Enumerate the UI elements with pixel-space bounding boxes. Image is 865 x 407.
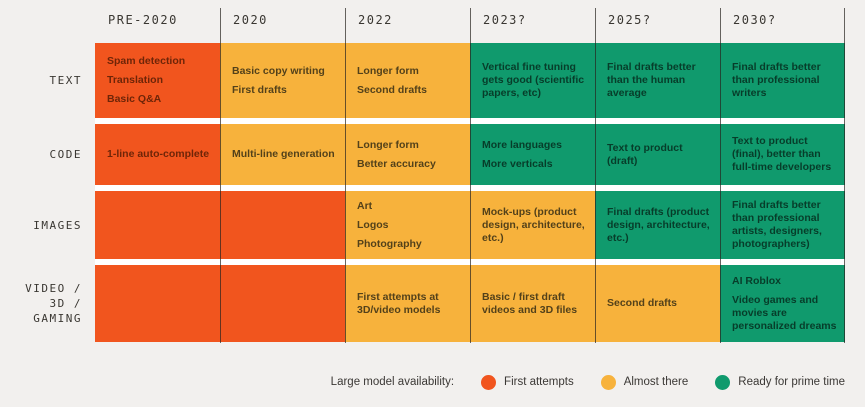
table-cell: Basic / first draft videos and 3D files	[470, 265, 595, 342]
column-gridline	[470, 8, 471, 343]
legend-item-label: Almost there	[623, 376, 689, 388]
legend-item: Almost there	[600, 374, 689, 390]
cell-text: Photography	[357, 237, 422, 250]
cell-text: Text to product (final), better than ful…	[732, 135, 832, 173]
column-gridline	[220, 8, 221, 343]
column-header: 2030?	[733, 13, 777, 27]
table-cell: Art Logos Photography	[345, 191, 470, 259]
table-row: First attempts at 3D/video models Basic /…	[95, 265, 845, 342]
cell-text: More languages	[482, 138, 562, 151]
cell-text: Basic Q&A	[107, 93, 162, 105]
table-cell: Longer form Second drafts	[345, 43, 470, 118]
table-cell: Final drafts better than professional ar…	[720, 191, 845, 259]
table-cell: Text to product (draft)	[595, 124, 720, 185]
row-labels: TEXT CODE IMAGES VIDEO / 3D / GAMING	[0, 43, 95, 342]
table-cell	[95, 191, 220, 259]
cell-text: Multi-line generation	[232, 148, 335, 160]
table-cell: AI Roblox Video games and movies are pers…	[720, 265, 845, 342]
cell-text: More verticals	[482, 157, 553, 170]
row-label-line: GAMING	[33, 312, 82, 325]
row-label-line: CODE	[49, 148, 82, 161]
row-label: IMAGES	[0, 191, 95, 259]
cell-text: Vertical fine tuning gets good (scientif…	[482, 61, 585, 99]
cell-text: Final drafts better than the human avera…	[607, 61, 696, 99]
table-cell: Multi-line generation	[220, 124, 345, 185]
column-header: 2025?	[608, 13, 652, 27]
cell-text: Final drafts better than professional wr…	[732, 61, 821, 99]
row-label-line: IMAGES	[33, 218, 82, 232]
cell-text: First attempts at 3D/video models	[357, 290, 441, 316]
table-cell: 1-line auto-complete	[95, 124, 220, 185]
legend-item: First attempts	[481, 374, 574, 390]
row-label: TEXT	[0, 43, 95, 118]
table-cell	[220, 191, 345, 259]
column-gridline	[345, 8, 346, 343]
cell-text: Mock-ups (product design, architecture, …	[482, 205, 585, 244]
cell-text: First drafts	[232, 83, 287, 96]
table-cell: Text to product (final), better than ful…	[720, 124, 845, 185]
cell-text: Text to product (draft)	[607, 141, 683, 167]
cell-text: Better accuracy	[357, 157, 436, 170]
cell-text: Second drafts	[357, 83, 428, 96]
cell-text: Video games and movies are personalized …	[732, 293, 837, 332]
table-cell: Final drafts (product design, architectu…	[595, 191, 720, 259]
table-cell: Vertical fine tuning gets good (scientif…	[470, 43, 595, 118]
row-label-line: VIDEO /	[25, 282, 82, 295]
table-row: Spam detection Translation Basic Q&A Basic …	[95, 43, 845, 118]
row-label: CODE	[0, 124, 95, 185]
table-cell: More languages More verticals	[470, 124, 595, 185]
ready-for-prime-time-dot-icon	[715, 374, 731, 390]
table-cell	[95, 265, 220, 342]
table-cell: First attempts at 3D/video models	[345, 265, 470, 342]
cell-text: Spam detection	[107, 55, 186, 67]
cell-text: AI Roblox	[732, 274, 781, 287]
column-header: 2022	[358, 13, 393, 27]
table-cell: Final drafts better than the human avera…	[595, 43, 720, 118]
cell-text: Longer form	[357, 64, 419, 77]
table-row: 1-line auto-complete Multi-line generatio…	[95, 124, 845, 185]
legend: Large model availability: First attempts…	[331, 369, 845, 395]
cell-text: Final drafts better than professional ar…	[732, 199, 822, 250]
column-gridline	[720, 8, 721, 343]
cell-text: 1-line auto-complete	[107, 148, 210, 160]
cell-text: Longer form	[357, 138, 419, 151]
legend-label: Large model availability:	[330, 376, 455, 388]
table-cell	[220, 265, 345, 342]
row-label-line: TEXT	[49, 74, 82, 87]
column-headers: PRE-2020 2020 2022 2023? 2025? 2030?	[95, 0, 845, 43]
cell-text: Basic copy writing	[232, 64, 325, 77]
table-cell: Longer form Better accuracy	[345, 124, 470, 185]
cell-text: Logos	[357, 218, 389, 231]
cell-text: Final drafts (product design, architectu…	[607, 205, 710, 244]
table-row: Art Logos Photography Mock-ups (product des…	[95, 191, 845, 259]
cell-text: Second drafts	[607, 297, 678, 309]
table-cell: Mock-ups (product design, architecture, …	[470, 191, 595, 259]
column-gridline	[844, 8, 845, 343]
table-cell: Second drafts	[595, 265, 720, 342]
table-cell: Final drafts better than professional wr…	[720, 43, 845, 118]
row-label-line: 3D /	[49, 297, 82, 310]
table-cell: Spam detection Translation Basic Q&A	[95, 43, 220, 118]
row-label: VIDEO / 3D / GAMING	[0, 265, 95, 342]
cell-text: Basic / first draft videos and 3D files	[482, 290, 578, 316]
cell-text: Art	[357, 199, 373, 212]
legend-item: Ready for prime time	[715, 374, 845, 390]
first-attempts-dot-icon	[481, 374, 497, 390]
column-header: 2020	[233, 13, 268, 27]
legend-item-label: Ready for prime time	[738, 376, 845, 388]
cell-text: Translation	[107, 74, 164, 86]
column-gridline	[595, 8, 596, 343]
legend-item-label: First attempts	[504, 376, 574, 388]
column-header: PRE-2020	[108, 13, 178, 27]
almost-there-dot-icon	[600, 374, 616, 390]
column-header: 2023?	[483, 13, 527, 27]
table-cell: Basic copy writing First drafts	[220, 43, 345, 118]
